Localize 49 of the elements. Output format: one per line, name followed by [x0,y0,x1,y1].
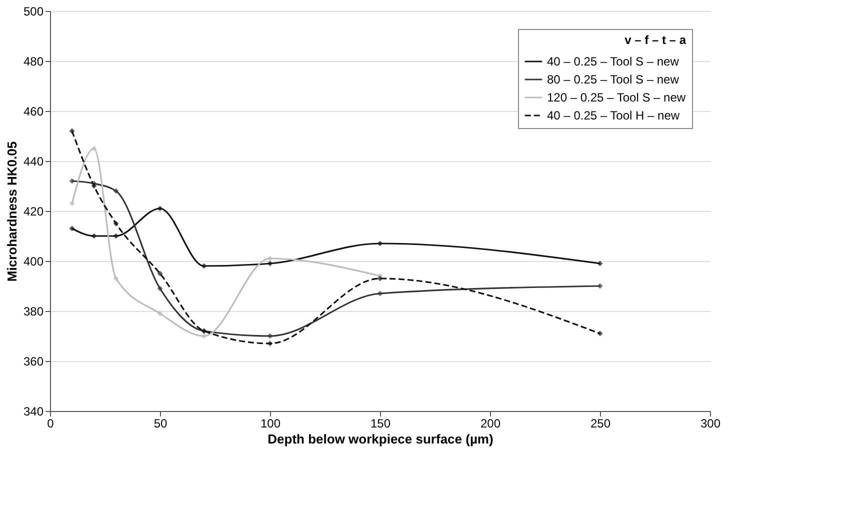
point [69,226,75,232]
y-tick-label: 440 [23,154,44,168]
x-tick-label: 150 [370,416,391,430]
point [267,260,273,266]
point [113,276,119,282]
y-axis-title: Microhardness HK0.05 [4,141,20,282]
point [91,146,97,152]
point [597,260,603,266]
y-tick-label: 420 [23,204,44,218]
x-tick-label: 0 [47,416,54,430]
point [91,233,97,239]
point [377,290,383,296]
legend-title: v – f – t – a [624,33,686,47]
point [377,276,383,282]
legend-label: 40 – 0.25 – Tool H – new [547,108,680,122]
point [597,283,603,289]
point [267,333,273,339]
point [113,233,119,239]
legend-label: 80 – 0.25 – Tool S – new [547,72,680,86]
legend-label: 40 – 0.25 – Tool S – new [547,54,680,68]
point [113,188,119,194]
point [201,333,207,339]
y-tick-label: 500 [23,4,44,18]
point [69,200,75,206]
y-tick-label: 480 [23,54,44,68]
point [267,340,273,346]
point [597,330,603,336]
point [69,178,75,184]
legend-label: 120 – 0.25 – Tool S – new [547,90,686,104]
y-tick-label: 400 [23,254,44,268]
point [113,220,119,226]
y-tick-label: 460 [23,104,44,118]
point [69,128,75,134]
point [157,270,163,276]
x-tick-label: 100 [260,416,281,430]
point [201,263,207,269]
y-tick-label: 360 [23,354,44,368]
x-tick-label: 250 [590,416,611,430]
x-tick-label: 200 [480,416,501,430]
y-tick-label: 380 [23,304,44,318]
x-axis-title: Depth below workpiece surface (µm) [268,432,494,446]
point [157,310,163,316]
point [157,286,163,292]
x-tick-label: 50 [154,416,168,430]
x-tick-label: 300 [700,416,721,430]
y-tick-label: 340 [23,404,44,418]
point [157,206,163,212]
point [91,183,97,189]
point [377,240,383,246]
